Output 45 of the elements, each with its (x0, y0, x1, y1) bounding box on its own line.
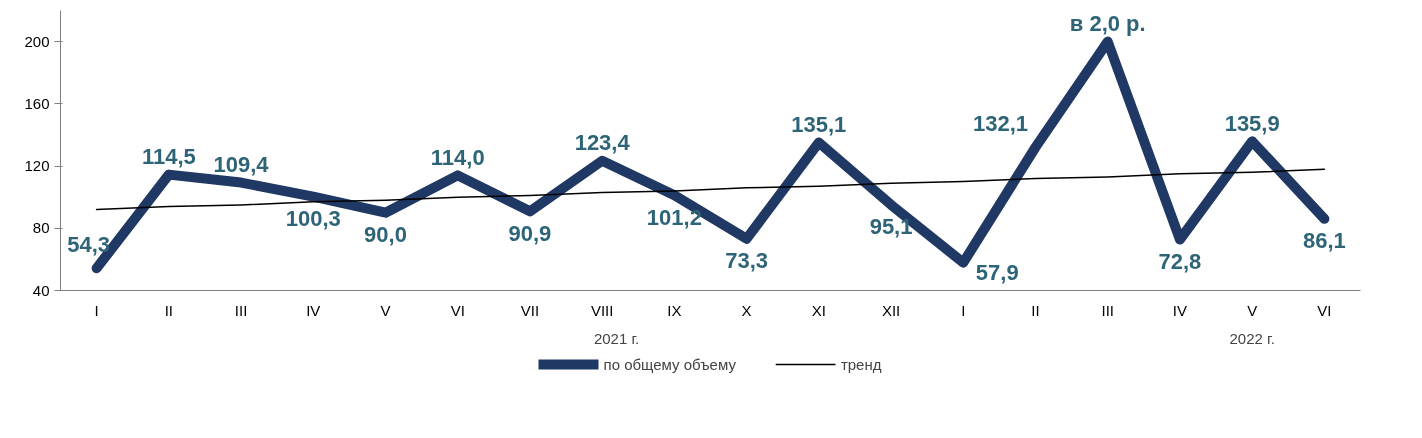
x-tick-label: X (741, 301, 752, 319)
data-label: 135,1 (791, 112, 847, 138)
legend-label: тренд (840, 355, 882, 373)
y-tick-label: 80 (32, 219, 50, 237)
x-tick-label: III (234, 301, 248, 319)
data-label: 90,9 (508, 220, 552, 246)
x-tick-label: II (1031, 301, 1040, 319)
x-tick-label: I (94, 301, 99, 319)
data-label: 109,4 (213, 152, 270, 178)
data-label: в 2,0 р. (1069, 11, 1146, 37)
x-tick-label: V (380, 301, 391, 319)
data-label: 90,0 (364, 222, 407, 248)
data-label: 132,1 (972, 110, 1029, 136)
x-tick-label: IX (667, 301, 682, 319)
x-tick-label: IV (306, 301, 321, 319)
text: 2021 г. (593, 329, 640, 347)
x-tick-label: VIII (590, 301, 614, 319)
data-label: 86,1 (1302, 228, 1346, 254)
data-label: 54,3 (67, 231, 111, 257)
x-tick-label: I (961, 301, 966, 319)
data-label: 57,9 (975, 260, 1019, 286)
data-label: 114,5 (141, 144, 196, 170)
legend-label: по общему объему (603, 355, 736, 373)
data-label: 72,8 (1158, 248, 1202, 274)
data-label: 101,2 (646, 204, 702, 230)
y-tick-label: 120 (24, 157, 50, 175)
x-tick-label: IV (1172, 301, 1188, 319)
data-label: 73,3 (725, 248, 769, 274)
x-tick-label: XI (811, 301, 826, 319)
data-label: 100,3 (285, 206, 341, 232)
x-tick-label: VI (450, 301, 465, 319)
y-tick-label: 200 (24, 32, 50, 50)
x-tick-label: V (1247, 301, 1258, 319)
data-label: 123,4 (574, 130, 631, 156)
y-tick-label: 160 (24, 94, 50, 112)
data-label: 135,9 (1224, 110, 1280, 136)
text: 2022 г. (1229, 329, 1275, 347)
x-tick-label: II (164, 301, 174, 319)
x-tick-label: VI (1317, 301, 1332, 319)
x-tick-label: VII (520, 301, 540, 319)
y-tick-label: 40 (32, 281, 50, 299)
data-label: 95,1 (869, 214, 913, 240)
data-label: 114,0 (430, 144, 485, 170)
x-tick-label: XII (881, 301, 901, 319)
x-tick-label: III (1101, 301, 1114, 319)
